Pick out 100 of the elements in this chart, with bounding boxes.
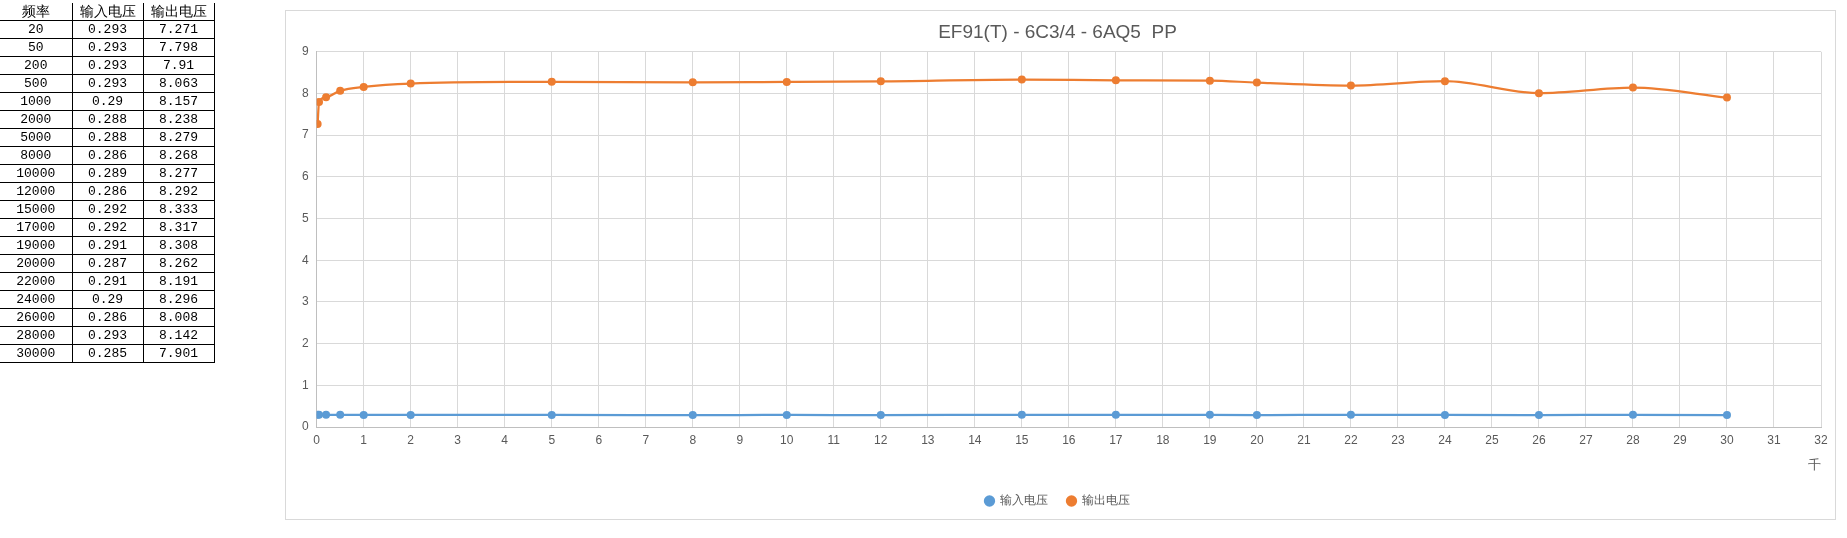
x-tick-label: 1 — [360, 432, 368, 447]
chart-title: EF91(T) - 6C3/4 - 6AQ5 PP — [938, 20, 1177, 42]
point — [1111, 410, 1120, 419]
point — [876, 411, 885, 420]
category-label: 12000 — [0, 182, 72, 201]
x-tick-label: 12 — [874, 432, 888, 447]
category-label: 2000 — [0, 110, 72, 129]
category-label: 50 — [0, 38, 72, 57]
point — [1205, 410, 1214, 419]
data-label: 7.901 — [143, 344, 214, 363]
data-label: 7.271 — [143, 20, 214, 39]
text: 频率 — [0, 3, 72, 21]
point — [547, 410, 556, 419]
x-tick-label: 24 — [1438, 432, 1452, 447]
x-tick-label: 15 — [1015, 432, 1029, 447]
point — [316, 97, 324, 106]
x-tick-label: 23 — [1391, 432, 1405, 447]
x-tick-label: 5 — [548, 432, 556, 447]
y-tick-label: 6 — [301, 169, 309, 184]
data-label: 0.293 — [72, 326, 143, 345]
data-label: 8.262 — [143, 254, 214, 273]
category-label: 1000 — [0, 92, 72, 111]
category-label: 500 — [0, 74, 72, 93]
x-axis-title: 千 — [1808, 456, 1821, 472]
point — [1252, 411, 1261, 420]
data-label: 8.333 — [143, 200, 214, 219]
x-tick-label: 32 — [1814, 432, 1828, 447]
data-label: 8.296 — [143, 290, 214, 309]
x-tick-label: 19 — [1203, 432, 1217, 447]
x-tick-label: 26 — [1532, 432, 1546, 447]
data-label: 0.286 — [72, 146, 143, 165]
x-tick-label: 13 — [921, 432, 935, 447]
x-tick-label: 25 — [1485, 432, 1499, 447]
data-label: 8.063 — [143, 74, 214, 93]
text: 输出电压 — [143, 3, 214, 21]
data-label: 0.288 — [72, 128, 143, 147]
category-label: 200 — [0, 56, 72, 75]
x-tick-label: 20 — [1250, 432, 1264, 447]
data-label: 8.008 — [143, 308, 214, 327]
point — [322, 93, 331, 102]
data-label: 8.279 — [143, 128, 214, 147]
category-label: 17000 — [0, 218, 72, 237]
data-label: 8.277 — [143, 164, 214, 183]
y-tick-label: 1 — [301, 377, 309, 392]
x-tick-label: 0 — [313, 432, 321, 447]
point — [782, 77, 791, 86]
x-tick-label: 7 — [642, 432, 650, 447]
y-tick-label: 5 — [301, 210, 309, 225]
point — [1017, 410, 1026, 419]
x-tick-label: 11 — [827, 432, 841, 447]
point — [322, 410, 331, 419]
x-tick-label: 16 — [1062, 432, 1076, 447]
x-tick-label: 29 — [1673, 432, 1687, 447]
data-label: 0.286 — [72, 308, 143, 327]
data-label: 8.308 — [143, 236, 214, 255]
category-label: 28000 — [0, 326, 72, 345]
point — [547, 77, 556, 86]
x-tick-label: 9 — [736, 432, 744, 447]
category-label: 8000 — [0, 146, 72, 165]
data-label: 0.293 — [72, 20, 143, 39]
data-label: 0.293 — [72, 38, 143, 57]
data-label: 0.288 — [72, 110, 143, 129]
x-tick-label: 30 — [1720, 432, 1734, 447]
data-label: 8.238 — [143, 110, 214, 129]
point — [1346, 410, 1355, 419]
category-label: 24000 — [0, 290, 72, 309]
point — [1346, 81, 1355, 90]
y-tick-label: 0 — [301, 419, 309, 434]
point — [336, 410, 345, 419]
point — [1252, 78, 1261, 87]
data-label: 0.292 — [72, 218, 143, 237]
category-label: 26000 — [0, 308, 72, 327]
x-tick-label: 17 — [1109, 432, 1123, 447]
point — [1534, 89, 1543, 98]
y-tick-label: 8 — [301, 85, 309, 100]
x-tick-label: 14 — [968, 432, 982, 447]
x-tick-label: 2 — [407, 432, 415, 447]
data-label: 8.142 — [143, 326, 214, 345]
point — [1017, 75, 1026, 84]
category-label: 5000 — [0, 128, 72, 147]
x-tick-label: 8 — [689, 432, 697, 447]
x-tick-label: 28 — [1626, 432, 1640, 447]
x-tick-label: 3 — [454, 432, 462, 447]
data-label: 8.191 — [143, 272, 214, 291]
data-label: 8.317 — [143, 218, 214, 237]
point — [1440, 77, 1449, 86]
data-label: 0.29 — [72, 290, 143, 309]
y-tick-label: 9 — [301, 44, 309, 59]
data-label: 8.157 — [143, 92, 214, 111]
data-label: 0.285 — [72, 344, 143, 363]
category-label: 30000 — [0, 344, 72, 363]
category-label: 10000 — [0, 164, 72, 183]
point — [1111, 76, 1120, 85]
data-label: 0.29 — [72, 92, 143, 111]
data-label: 0.289 — [72, 164, 143, 183]
point — [336, 86, 345, 95]
data-label: 0.293 — [72, 56, 143, 75]
point — [1628, 410, 1637, 419]
data-label: 0.293 — [72, 74, 143, 93]
x-tick-label: 4 — [501, 432, 509, 447]
